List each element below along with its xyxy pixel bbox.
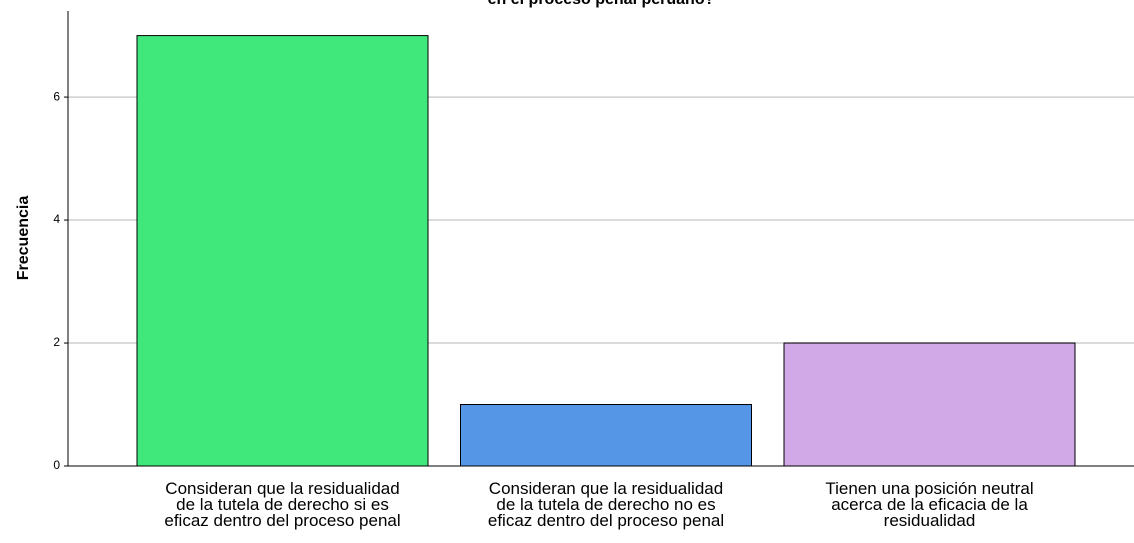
y-axis-label: Frecuencia	[15, 196, 32, 281]
bar	[136, 35, 429, 467]
x-tick-label: Consideran que la residualidad de la tut…	[164, 479, 401, 530]
y-tick-label: 2	[53, 335, 60, 349]
bar	[460, 404, 752, 467]
y-tick-label: 0	[53, 458, 60, 472]
x-tick-label: Tienen una posición neutral acerca de la…	[825, 479, 1034, 530]
y-tick-label: 4	[53, 212, 60, 226]
chart-title: en el proceso penal peruano?	[488, 0, 715, 8]
x-tick-label: Consideran que la residualidad de la tut…	[487, 479, 725, 530]
y-tick-label: 6	[53, 89, 60, 103]
bar	[783, 342, 1076, 467]
